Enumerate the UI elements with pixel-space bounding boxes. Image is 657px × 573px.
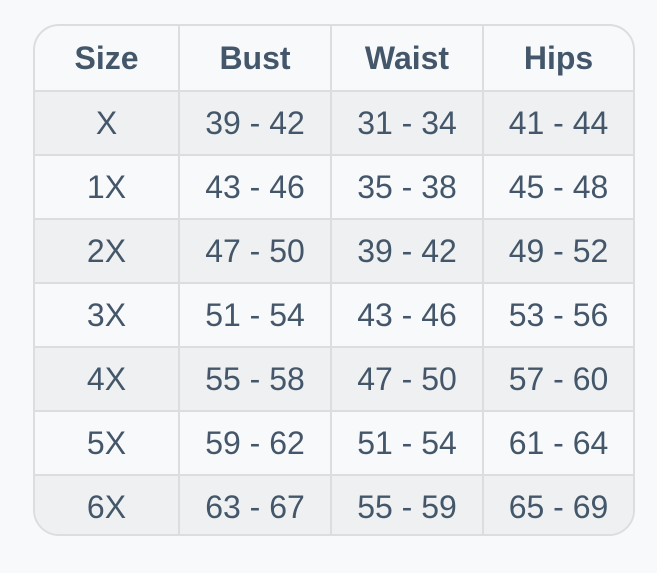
cell-size: 4X	[35, 347, 180, 412]
cell-hips: 65 - 69	[508, 488, 609, 525]
header-size: Size	[35, 26, 180, 92]
table-row: 3X 51 - 54 43 - 46 53 - 56	[35, 283, 633, 348]
cell-waist: 55 - 59	[331, 475, 484, 534]
size-chart-table: Size Bust Waist Hips X 39 - 42 31 - 34 41 -…	[35, 26, 633, 534]
table-row: 6X 63 - 67 55 - 59 65 - 69	[35, 475, 633, 534]
cell-hips: 61 - 64	[483, 411, 633, 476]
cell-waist: 35 - 38	[331, 155, 484, 220]
table-row: 5X 59 - 62 51 - 54 61 - 64	[35, 411, 633, 476]
cell-waist: 43 - 46	[331, 283, 484, 348]
cell-size: X	[35, 91, 180, 156]
header-hips: Hips	[483, 26, 633, 92]
cell-waist: 47 - 50	[331, 347, 484, 412]
cell-bust: 51 - 54	[179, 283, 332, 348]
cell-hips: 57 - 60	[483, 347, 633, 412]
cell-bust: 63 - 67	[179, 475, 332, 534]
cell-size: 2X	[35, 219, 180, 284]
cell-waist: 51 - 54	[331, 411, 484, 476]
cell-size: 5X	[35, 411, 180, 476]
header-bust: Bust	[179, 26, 332, 92]
table-row: 2X 47 - 50 39 - 42 49 - 52	[35, 219, 633, 284]
cell-size: 1X	[35, 155, 180, 220]
cell-bust: 39 - 42	[179, 91, 332, 156]
size-chart: Size Bust Waist Hips X 39 - 42 31 - 34 41 -…	[33, 24, 635, 536]
cell-waist: 31 - 34	[331, 91, 484, 156]
cell-hips: 41 - 44	[483, 91, 633, 156]
cell-hips: 49 - 52	[483, 219, 633, 284]
cell-bust: 59 - 62	[179, 411, 332, 476]
header-waist: Waist	[331, 26, 484, 92]
cell-waist: 39 - 42	[331, 219, 484, 284]
cell-size: 3X	[35, 283, 180, 348]
cell-bust: 47 - 50	[179, 219, 332, 284]
table-row: X 39 - 42 31 - 34 41 - 44	[35, 91, 633, 156]
table-row: 4X 55 - 58 47 - 50 57 - 60	[35, 347, 633, 412]
header-row: Size Bust Waist Hips	[35, 26, 633, 92]
cell-hips: 45 - 48	[483, 155, 633, 220]
cell-bust: 43 - 46	[179, 155, 332, 220]
cell-size: 6X	[35, 475, 180, 534]
cell-bust: 55 - 58	[179, 347, 332, 412]
cell-hips: 53 - 56	[483, 283, 633, 348]
table-row: 1X 43 - 46 35 - 38 45 - 48	[35, 155, 633, 220]
